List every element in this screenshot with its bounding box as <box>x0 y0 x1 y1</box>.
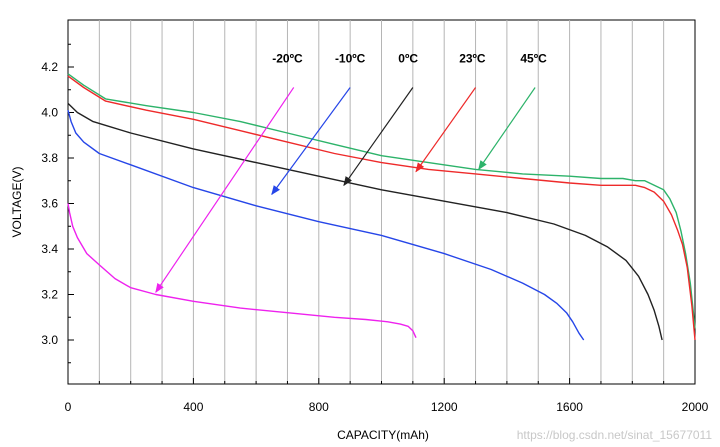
y-axis-title: VOLTAGE(V) <box>10 167 24 238</box>
series-line--20c <box>67 203 417 338</box>
x-tick-label: 800 <box>309 400 329 414</box>
y-tick-label: 3.6 <box>41 197 58 211</box>
watermark: https://blog.csdn.net/sinat_15677011 <box>517 428 713 442</box>
x-tick-label: 2000 <box>682 400 709 414</box>
series-line--10c <box>67 110 585 341</box>
series-line-45c <box>67 73 696 329</box>
y-tick-label: 3.4 <box>41 242 58 256</box>
x-tick-label: 400 <box>183 400 203 414</box>
x-tick-label: 1200 <box>431 400 458 414</box>
axis-ticks: 0 400 800 1200 1600 2000 3.0 3.2 3.4 3.6 3.8 4.0 4.2 <box>41 43 709 414</box>
annotation-arrow <box>478 87 536 171</box>
y-tick-label: 3.2 <box>41 288 58 302</box>
annotation-layer: -20ºC -10ºC 0ºC 23ºC 45ºC <box>155 51 547 294</box>
y-tick-label: 3.0 <box>41 333 58 347</box>
series-layer <box>67 73 696 341</box>
annotation-arrow <box>415 87 477 173</box>
x-tick-label: 0 <box>65 400 72 414</box>
y-tick-label: 4.2 <box>41 60 58 74</box>
annotation-arrow <box>271 87 351 196</box>
x-tick-label: 1600 <box>556 400 583 414</box>
annotation-label: 0ºC <box>398 51 418 65</box>
annotation-arrow <box>155 87 295 294</box>
y-tick-label: 3.8 <box>41 151 58 165</box>
annotation-label: -20ºC <box>272 51 303 65</box>
x-axis-title: CAPACITY(mAh) <box>337 428 429 442</box>
series-line-0c <box>67 102 663 341</box>
y-tick-label: 4.0 <box>41 106 58 120</box>
annotation-arrow <box>343 87 414 187</box>
series-line-23c <box>67 75 696 341</box>
annotation-label: -10ºC <box>335 51 366 65</box>
annotation-label: 23ºC <box>459 51 486 65</box>
annotation-label: 45ºC <box>520 51 547 65</box>
